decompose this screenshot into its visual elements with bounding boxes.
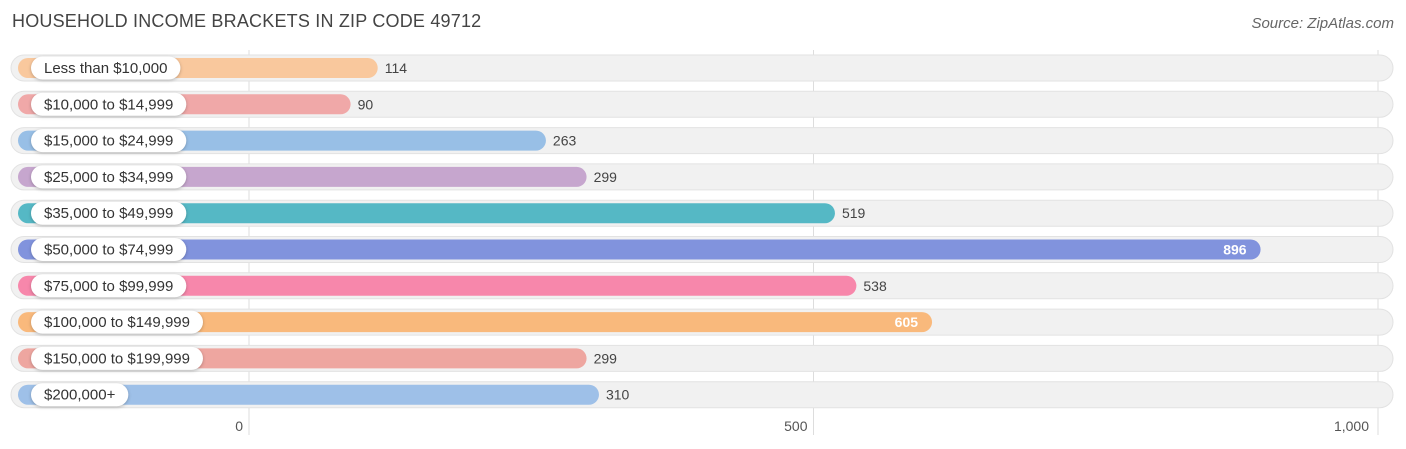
bar xyxy=(18,312,933,333)
x-tick-label: 0 xyxy=(235,418,243,434)
category-pill xyxy=(31,201,187,225)
x-tick-label: 1,000 xyxy=(1334,418,1369,434)
value-label: 263 xyxy=(553,133,577,149)
value-label: 90 xyxy=(358,96,374,112)
category-label: $15,000 to $24,999 xyxy=(44,133,173,150)
value-label: 605 xyxy=(895,314,919,330)
bar xyxy=(18,239,1261,260)
x-axis-ticks: 0 500 1,000 xyxy=(235,418,1369,434)
value-label: 519 xyxy=(842,205,866,221)
value-label: 114 xyxy=(385,60,408,76)
bar-track xyxy=(10,90,1394,118)
category-label: Less than $10,000 xyxy=(44,60,167,77)
value-label: 310 xyxy=(606,387,630,403)
bar xyxy=(18,384,599,405)
category-pill xyxy=(31,346,203,370)
bar xyxy=(18,275,857,296)
category-label: $10,000 to $14,999 xyxy=(44,96,173,113)
chart-title: HOUSEHOLD INCOME BRACKETS IN ZIP CODE 49… xyxy=(12,11,482,31)
category-pill xyxy=(31,56,181,80)
source-label: Source: ZipAtlas.com xyxy=(1251,15,1394,32)
bar-rows: Less than $10,000 114 $10,000 to $14,999 90… xyxy=(10,54,1394,409)
value-label: 538 xyxy=(863,278,887,294)
category-label: $200,000+ xyxy=(44,387,116,404)
category-label: $75,000 to $99,999 xyxy=(44,278,173,295)
x-tick-label: 500 xyxy=(784,418,808,434)
category-pill xyxy=(31,165,187,189)
value-label: 299 xyxy=(594,169,618,185)
category-label: $35,000 to $49,999 xyxy=(44,205,173,222)
category-pill xyxy=(31,274,187,298)
category-pill xyxy=(31,383,129,407)
category-pill xyxy=(31,238,187,261)
category-pill xyxy=(31,129,187,153)
category-label: $50,000 to $74,999 xyxy=(44,242,173,259)
bar xyxy=(18,203,835,224)
category-label: $100,000 to $149,999 xyxy=(44,314,190,331)
category-label: $150,000 to $199,999 xyxy=(44,350,190,367)
value-label: 299 xyxy=(594,350,618,366)
category-label: $25,000 to $34,999 xyxy=(44,169,173,186)
category-pill xyxy=(31,310,203,334)
value-label: 896 xyxy=(1223,242,1247,258)
category-pill xyxy=(31,92,187,116)
